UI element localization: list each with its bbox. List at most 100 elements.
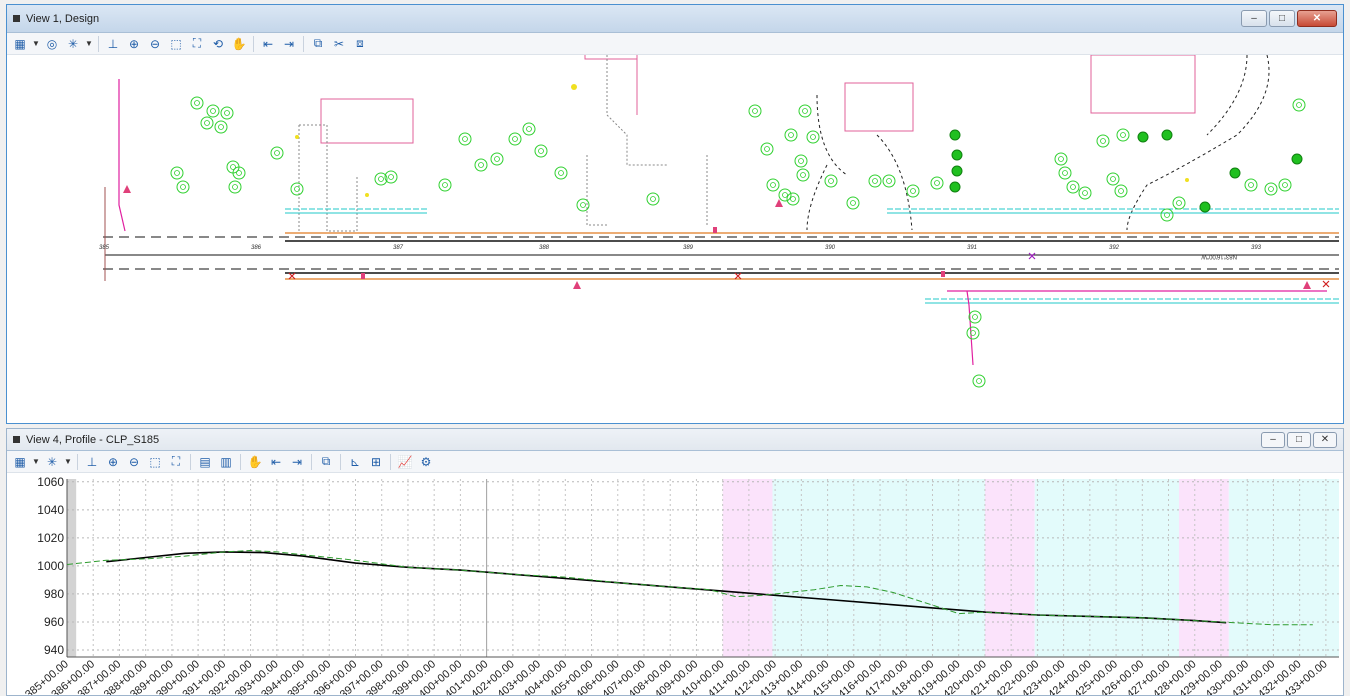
design-canvas[interactable]: 385 386 387 388 389 390 391 392 393 N83°16'00"W xyxy=(7,55,1343,423)
tree-icon xyxy=(170,166,184,180)
minimize-button[interactable]: – xyxy=(1261,431,1285,448)
update-view-icon[interactable]: ⊥ xyxy=(86,454,98,469)
utility-markers xyxy=(123,185,1311,289)
profile-view-titlebar[interactable]: View 4, Profile - CLP_S185 – □ ✕ xyxy=(7,429,1343,451)
tree-icon xyxy=(782,192,788,198)
profile-canvas[interactable]: 940 960 980 1000 1020 1040 1060 385+00.00 386+0… xyxy=(7,473,1343,695)
zoom-in-icon[interactable]: ⊕ xyxy=(107,454,119,469)
update-view-icon[interactable]: ⊥ xyxy=(107,36,119,51)
minimize-button[interactable]: – xyxy=(1241,10,1267,27)
chevron-down-icon[interactable]: ▼ xyxy=(32,39,40,48)
tree-icon xyxy=(806,130,820,144)
tree-icon xyxy=(1114,184,1128,198)
view-previous-icon[interactable]: ⇤ xyxy=(270,454,282,469)
chevron-down-icon[interactable]: ▼ xyxy=(64,457,72,466)
shrub-icon xyxy=(1137,131,1149,143)
tree-icon xyxy=(204,120,210,126)
marker-triangle xyxy=(573,281,581,289)
rotate-view-icon[interactable]: ⟲ xyxy=(212,36,224,51)
tree-icon xyxy=(1066,180,1080,194)
close-button[interactable]: ✕ xyxy=(1313,431,1337,448)
tree-icon xyxy=(778,188,792,202)
display-style-icon[interactable]: ◎ xyxy=(46,36,58,51)
profile-chart-icon[interactable]: 📈 xyxy=(397,454,413,469)
utility-marker xyxy=(361,273,365,279)
tree-icon xyxy=(798,158,804,164)
tree-icon xyxy=(230,164,236,170)
tree-icon xyxy=(1096,134,1110,148)
tree-icon xyxy=(210,108,216,114)
profile-view-window[interactable]: View 4, Profile - CLP_S185 – □ ✕ ▦ ▼ ✳ ▼… xyxy=(6,428,1344,696)
yellow-marker xyxy=(571,84,577,90)
tree-icon xyxy=(824,174,838,188)
marker-triangle xyxy=(775,199,783,207)
window-menu-icon[interactable] xyxy=(13,436,20,443)
tree-icon xyxy=(384,170,398,184)
tree-icon xyxy=(1248,182,1254,188)
clip-mask-icon[interactable]: ⧈ xyxy=(356,36,364,50)
tree-icon xyxy=(526,126,532,132)
view-attributes-icon[interactable]: ▦ xyxy=(14,454,26,469)
view-next-icon[interactable]: ⇥ xyxy=(291,454,303,469)
pan-view-icon[interactable]: ✋ xyxy=(231,36,247,51)
tree-icon xyxy=(232,184,238,190)
tree-icon xyxy=(1062,170,1068,176)
tree-icon xyxy=(554,166,568,180)
profile-series xyxy=(66,549,1313,626)
design-view-window[interactable]: View 1, Design – □ ✕ ▦ ▼ ◎ ✳ ▼ ⊥ ⊕ ⊖ ⬚ ⛶… xyxy=(6,4,1344,424)
pan-view-icon[interactable]: ✋ xyxy=(247,454,263,469)
axis-lock-icon[interactable]: ⊾ xyxy=(349,454,361,469)
tree-icon xyxy=(970,330,976,336)
grid-lines xyxy=(66,479,1339,658)
zoom-out-icon[interactable]: ⊖ xyxy=(128,454,140,469)
maximize-button[interactable]: □ xyxy=(1287,431,1311,448)
window-area-icon[interactable]: ⬚ xyxy=(170,36,182,51)
tree-icon xyxy=(228,180,242,194)
fit-view-icon[interactable]: ⛶ xyxy=(192,36,202,50)
design-drawing[interactable]: 385 386 387 388 389 390 391 392 393 N83°16'00"W xyxy=(7,55,1343,423)
clip-volume-icon[interactable]: ✂ xyxy=(333,36,345,51)
toolbar-separator xyxy=(390,453,391,470)
copy-view-icon[interactable]: ⧉ xyxy=(313,36,323,50)
grid-icon[interactable]: ⊞ xyxy=(370,454,382,469)
station-label: 386 xyxy=(251,245,262,251)
view-previous-icon[interactable]: ⇤ xyxy=(262,36,274,51)
tree-icon xyxy=(538,148,544,154)
tree-icon xyxy=(886,178,892,184)
zoom-out-icon[interactable]: ⊖ xyxy=(149,36,161,51)
window-area-icon[interactable]: ⬚ xyxy=(149,454,161,469)
cross-marker xyxy=(288,272,296,280)
lighting-icon[interactable]: ✳ xyxy=(46,454,58,469)
lighting-icon[interactable]: ✳ xyxy=(67,36,79,51)
window-menu-icon[interactable] xyxy=(13,15,20,22)
tree-icon xyxy=(1078,186,1092,200)
zoom-in-icon[interactable]: ⊕ xyxy=(128,36,140,51)
station-label: 393 xyxy=(1251,245,1262,251)
fit-view-icon[interactable]: ⛶ xyxy=(171,454,181,468)
tree-icon xyxy=(236,170,242,176)
chevron-down-icon[interactable]: ▼ xyxy=(32,457,40,466)
view-attributes-icon[interactable]: ▦ xyxy=(14,36,26,51)
design-view-titlebar[interactable]: View 1, Design – □ ✕ xyxy=(7,5,1343,33)
tree-icon xyxy=(788,132,794,138)
calculator-icon[interactable]: ▤ xyxy=(199,454,211,469)
calculator-alt-icon[interactable]: ▥ xyxy=(220,454,232,469)
tree-icon xyxy=(194,100,200,106)
profile-view-toolbar: ▦ ▼ ✳ ▼ ⊥ ⊕ ⊖ ⬚ ⛶ ▤ ▥ ✋ ⇤ ⇥ ⧉ ⊾ ⊞ 📈 ⚙ xyxy=(7,451,1343,473)
tree-icon xyxy=(374,172,388,186)
chevron-down-icon[interactable]: ▼ xyxy=(85,39,93,48)
tree-icon xyxy=(1164,212,1170,218)
existing-ground-line xyxy=(66,549,1313,626)
shrub-icon xyxy=(1161,129,1173,141)
tree-icon xyxy=(1292,98,1306,112)
tree-icon xyxy=(294,186,300,192)
yellow-marker xyxy=(365,193,369,197)
close-button[interactable]: ✕ xyxy=(1297,10,1337,27)
copy-view-icon[interactable]: ⧉ xyxy=(321,454,331,468)
view-next-icon[interactable]: ⇥ xyxy=(283,36,295,51)
profile-settings-icon[interactable]: ⚙ xyxy=(420,454,432,469)
tree-icon xyxy=(458,132,472,146)
profile-chart[interactable]: 940 960 980 1000 1020 1040 1060 385+00.00386+0… xyxy=(7,473,1343,695)
tree-icon xyxy=(748,104,762,118)
maximize-button[interactable]: □ xyxy=(1269,10,1295,27)
